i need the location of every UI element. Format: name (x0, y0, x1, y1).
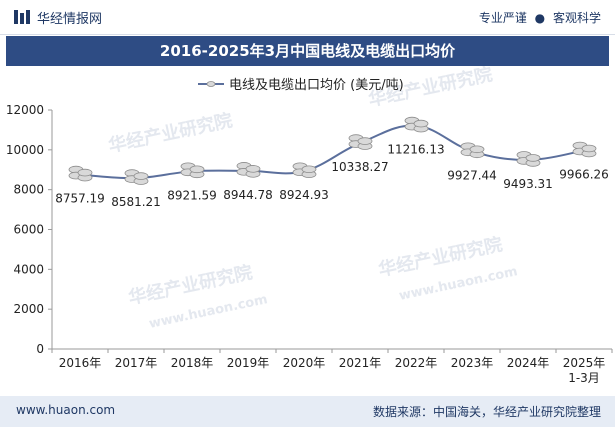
series-line (79, 124, 585, 180)
coin-marker (357, 137, 373, 145)
footer: www.huaon.com 数据来源：中国海关，华经产业研究院整理 (0, 396, 615, 427)
data-label: 8924.93 (279, 188, 329, 202)
data-label: 8581.21 (111, 195, 161, 209)
data-point-marker (404, 116, 429, 133)
coin-marker (189, 165, 205, 174)
footer-source: 数据来源：中国海关，华经产业研究院整理 (372, 405, 601, 419)
chart-title: 2016-2025年3月中国电线及电缆出口均价 (6, 36, 609, 66)
coin-marker (133, 172, 149, 180)
data-point-marker (124, 169, 149, 185)
x-tick-label: 2020年 (283, 356, 326, 370)
top-bar: 华经情报网 专业严谨 ● 客观科学 (0, 0, 615, 35)
footer-website: www.huaon.com (16, 403, 116, 417)
legend-label: 电线及电缆出口均价 (美元/吨) (229, 77, 404, 93)
coin-marker (413, 119, 429, 128)
x-tick-label: 2025年 (563, 356, 606, 370)
y-tick-label: 8000 (13, 183, 44, 197)
coin-marker (77, 168, 93, 177)
data-label: 8944.78 (223, 188, 273, 202)
data-label: 8757.19 (55, 192, 105, 206)
data-point-marker (236, 162, 261, 178)
data-label: 8921.59 (167, 188, 217, 202)
x-tick-label: 2016年 (59, 356, 102, 370)
coin-marker (245, 165, 261, 173)
data-point-marker (348, 134, 373, 150)
tagline-professional: 专业严谨 (478, 11, 527, 25)
legend: 电线及电缆出口均价 (美元/吨) (198, 77, 404, 93)
x-tick-label: 2022年 (395, 356, 438, 370)
data-label: 9493.31 (503, 177, 553, 191)
bullet-icon: ● (534, 11, 546, 25)
coin-marker (525, 154, 541, 162)
coin-marker (581, 144, 597, 153)
data-labels: 8757.19 8581.21 8921.59 8944.78 8924.9310338… (55, 143, 609, 209)
x-tick-label: 2018年 (171, 356, 214, 370)
x-tick-label: 2021年 (339, 356, 382, 370)
coin-marker (301, 165, 317, 174)
y-tick-label: 12000 (6, 103, 44, 117)
series-line-path (79, 124, 585, 180)
x-tick-label: 2019年 (227, 356, 270, 370)
x-tick-label: 2017年 (115, 356, 158, 370)
y-tick-label: 2000 (13, 302, 44, 316)
data-point-marker (460, 142, 485, 159)
y-tick-label: 10000 (6, 143, 44, 157)
legend-marker-icon (206, 81, 216, 87)
line-chart: 华经产业研究院 华经产业研究院 华经产业研究院 华经产业研究院 www.huao… (6, 66, 613, 385)
y-tick-label: 4000 (13, 262, 44, 276)
x-tick-label: 2023年 (451, 356, 494, 370)
data-label: 10338.27 (331, 160, 388, 174)
data-point-marker (180, 162, 205, 179)
data-label: 9927.44 (447, 168, 497, 182)
brand-name: 华经情报网 (37, 12, 103, 27)
data-point-marker (292, 162, 317, 179)
coin-marker (469, 145, 485, 154)
y-ticks: 0 2000 4000 6000 8000 10000 12000 (6, 103, 52, 356)
y-tick-label: 0 (36, 342, 44, 356)
y-tick-label: 6000 (13, 223, 44, 237)
data-point-marker (516, 151, 541, 167)
huajing-logo-icon (14, 10, 30, 24)
tagline-objective: 客观科学 (552, 11, 601, 25)
data-label: 9966.26 (559, 168, 609, 182)
x-tick-label: 2024年 (507, 356, 550, 370)
data-markers (68, 116, 597, 185)
x-tick-sublabel: 1-3月 (568, 371, 600, 385)
data-label: 11216.13 (387, 143, 444, 157)
data-point-marker (68, 165, 93, 182)
data-point-marker (572, 141, 597, 158)
tagline: 专业严谨 ● 客观科学 (479, 9, 601, 26)
x-ticks: 2016年 2017年 2018年 2019年 2020年 2021年 2022年 2023年… (51, 349, 613, 385)
watermark-text: 华经产业研究院 (106, 109, 234, 157)
